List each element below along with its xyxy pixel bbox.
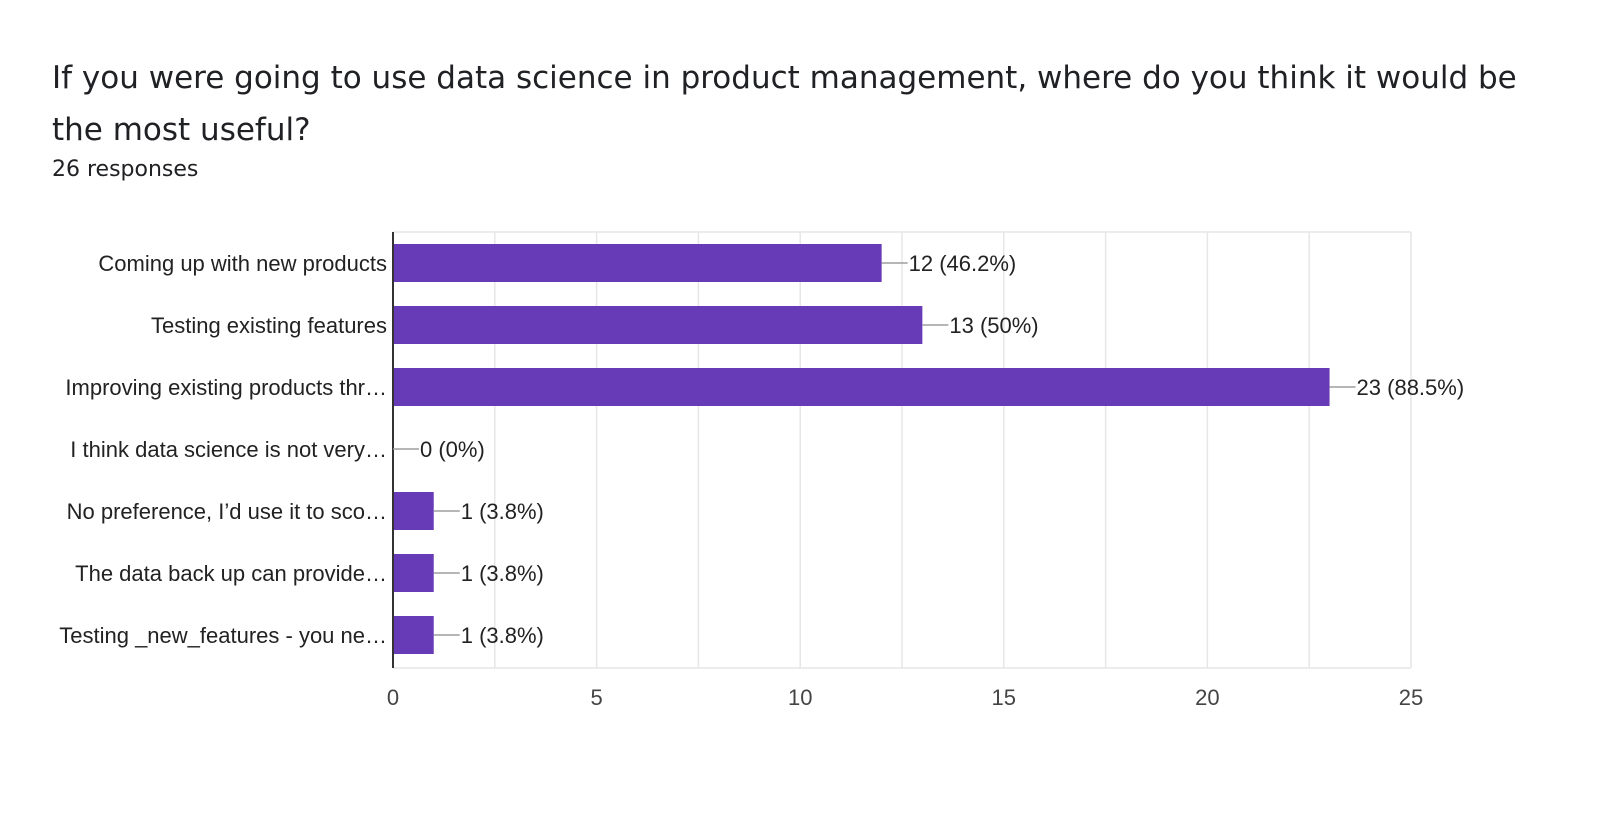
category-label: Testing _new_features - you ne… xyxy=(59,623,387,648)
data-label: 1 (3.8%) xyxy=(461,623,544,648)
category-label: Improving existing products thr… xyxy=(65,375,387,400)
category-label: Coming up with new products xyxy=(98,251,387,276)
x-tick-label: 15 xyxy=(992,685,1016,710)
data-label: 1 (3.8%) xyxy=(461,499,544,524)
bar[interactable] xyxy=(393,306,923,344)
data-label: 1 (3.8%) xyxy=(461,561,544,586)
bar[interactable] xyxy=(393,616,434,654)
bar[interactable] xyxy=(393,244,882,282)
bar[interactable] xyxy=(393,492,434,530)
question-title: If you were going to use data science in… xyxy=(52,60,1517,148)
category-label: The data back up can provide… xyxy=(75,561,387,586)
bar[interactable] xyxy=(393,368,1330,406)
category-label: I think data science is not very… xyxy=(70,437,387,462)
x-tick-label: 5 xyxy=(590,685,602,710)
labels: Coming up with new products 12 (46.2%) Tes… xyxy=(59,251,1464,648)
x-tick-label: 0 xyxy=(387,685,399,710)
data-label: 0 (0%) xyxy=(420,437,485,462)
category-label: No preference, I’d use it to sco… xyxy=(67,499,387,524)
x-tick-label: 20 xyxy=(1195,685,1219,710)
bars xyxy=(393,244,1330,654)
data-label: 12 (46.2%) xyxy=(909,251,1017,276)
x-tick-label: 10 xyxy=(788,685,812,710)
category-label: Testing existing features xyxy=(151,313,387,338)
x-tick-label: 25 xyxy=(1399,685,1423,710)
gridlines xyxy=(393,231,1412,669)
bar[interactable] xyxy=(393,554,434,592)
data-label: 13 (50%) xyxy=(949,313,1038,338)
response-count: 26 responses xyxy=(52,157,199,182)
axes: 0 5 10 15 20 25 xyxy=(387,232,1423,710)
data-label: 23 (88.5%) xyxy=(1357,375,1465,400)
